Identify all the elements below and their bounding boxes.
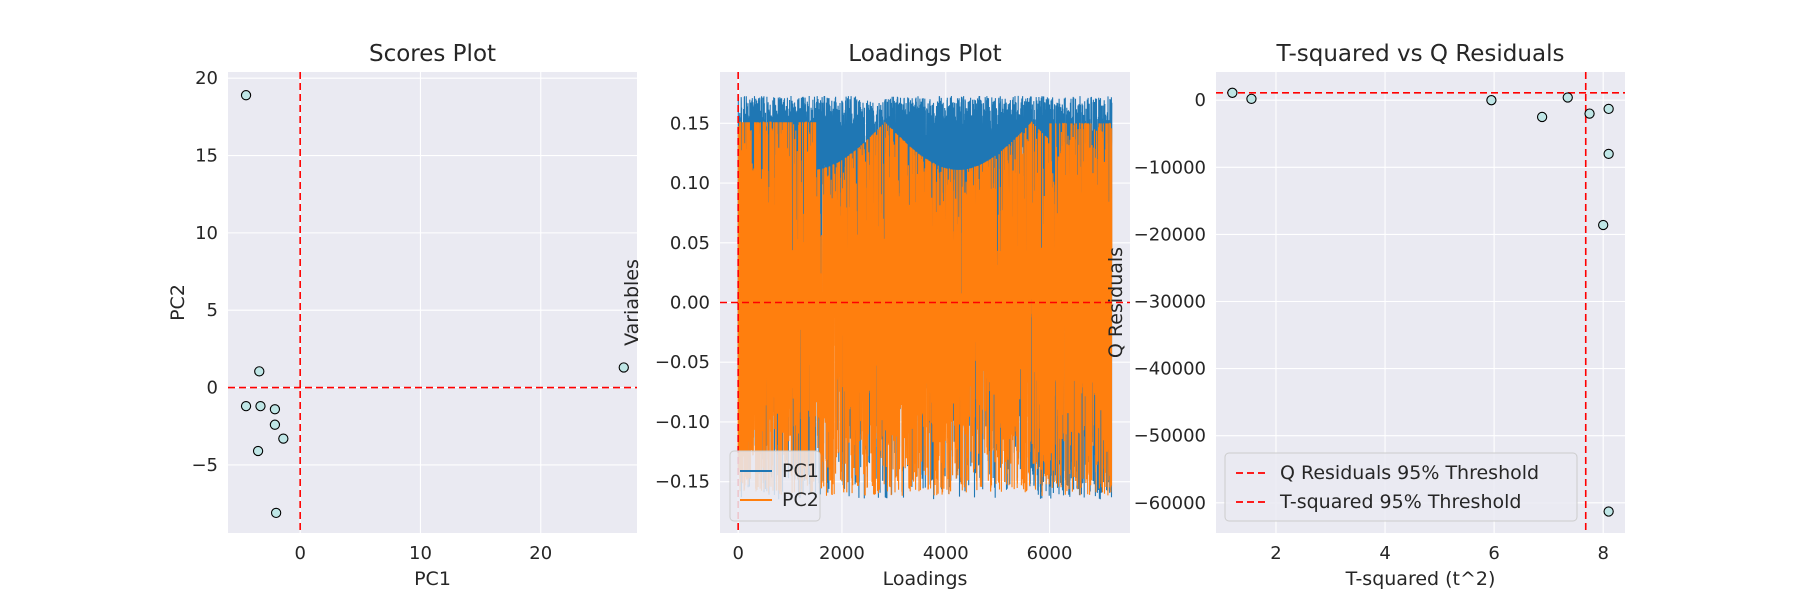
axes-2: 0 2000 4000 6000 −0.15 −0.10 −0.05 0.00 0.05 0.10… [621,41,1130,590]
y-tick-label: −0.15 [655,472,710,493]
data-point [1562,92,1573,103]
data-point [1598,219,1609,231]
series-line-pc2 [737,121,1113,496]
y-tick-label: 0 [1195,90,1206,111]
data-point [1536,111,1548,123]
y-tick-label: 0.00 [670,293,710,314]
plot-background [228,72,637,533]
legend-label: PC2 [782,489,819,511]
y-axis-label: Variables [621,259,643,346]
data-point [1603,103,1614,115]
data-point [254,366,265,377]
legend-label: Q Residuals 95% Threshold [1280,462,1539,484]
data-point [269,404,281,415]
data-point [252,445,264,457]
legend-box [729,450,821,522]
x-axis-label: T-squared (t^2) [1345,568,1496,590]
y-axis-label: PC2 [167,284,189,321]
x-axis-label: PC1 [414,568,451,590]
y-tick-label: 0.05 [670,233,710,254]
x-tick-label: 8 [1597,543,1608,564]
chart-title: Scores Plot [369,41,496,67]
data-point [1246,93,1257,104]
data-point [1486,95,1497,106]
y-tick-label: 5 [207,300,218,321]
y-tick-label: 20 [195,68,218,89]
chart-title: T-squared vs Q Residuals [1276,41,1565,67]
x-tick-label: 0 [294,543,305,564]
y-tick-label: −20000 [1134,224,1206,245]
y-tick-label: 15 [195,146,218,167]
data-layer [228,72,637,533]
data-layer [1216,72,1625,533]
x-axis-label: Loadings [883,568,968,590]
y-tick-label: −10000 [1134,157,1206,178]
data-point [1603,148,1614,160]
legend-box [1224,452,1578,522]
data-point [255,400,266,412]
y-tick-label: −0.05 [655,352,710,373]
x-tick-label: 2 [1270,543,1281,564]
data-point [1227,87,1238,98]
y-tick-label: −60000 [1134,493,1206,514]
x-tick-label: 6 [1488,543,1499,564]
y-axis-label: Q Residuals [1105,247,1127,358]
data-point [240,90,252,101]
axes-3: 2 4 6 8 0 −10000 −20000 −30000 −40000 −50000 −6000… [1105,41,1625,590]
x-tick-label: 4 [1379,543,1390,564]
y-tick-label: 0.15 [670,113,710,134]
data-point [269,419,281,430]
y-tick-label: 0.10 [670,173,710,194]
y-tick-label: −5 [191,455,218,476]
legend-label: T-squared 95% Threshold [1279,491,1521,513]
x-tick-label: 4000 [923,543,969,564]
x-tick-label: 6000 [1027,543,1073,564]
chart-title: Loadings Plot [848,41,1001,67]
x-tick-label: 0 [732,543,743,564]
data-point [618,362,629,373]
y-tick-label: −40000 [1134,359,1206,380]
data-point [240,400,252,412]
x-tick-label: 10 [409,543,432,564]
axes-1: 0 10 20 −5 0 5 10 15 20 Scores Plot PC1 PC2 [167,41,637,590]
y-tick-label: −0.10 [655,412,710,433]
x-tick-label: 2000 [819,543,865,564]
data-point [270,507,282,519]
y-tick-label: −50000 [1134,426,1206,447]
data-point [1584,108,1595,119]
legend: Q Residuals 95% Threshold T-squared 95% T… [1224,452,1578,522]
y-tick-label: 0 [207,378,218,399]
data-point [278,433,289,444]
legend-label: PC1 [782,460,819,482]
y-tick-label: −30000 [1134,291,1206,312]
data-point [1603,506,1614,517]
y-tick-label: 10 [195,223,218,244]
x-tick-label: 20 [529,543,552,564]
